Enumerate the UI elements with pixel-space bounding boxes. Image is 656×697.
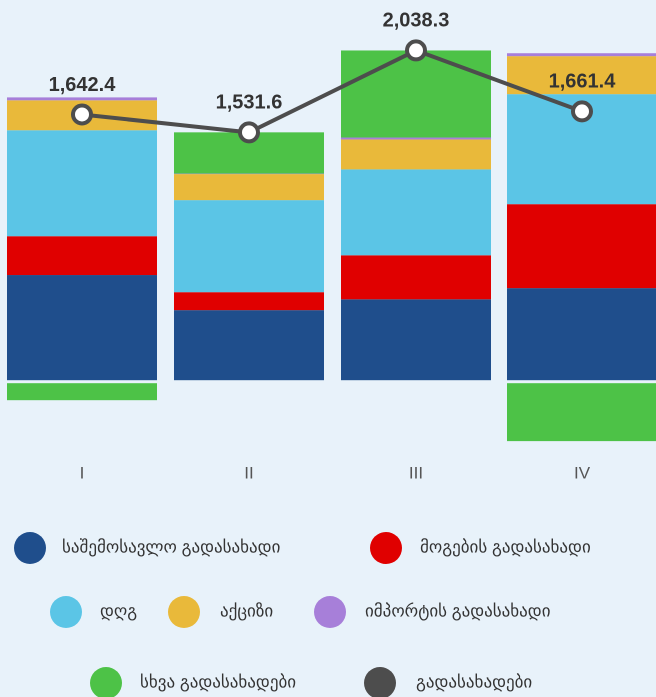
line	[81, 48, 583, 135]
x-tick-label: I	[80, 463, 85, 482]
legend-swatch	[14, 532, 46, 564]
bar-segment	[341, 137, 491, 140]
data-label: 1,661.4	[549, 71, 617, 93]
bar-segment	[507, 288, 656, 381]
bar-segment	[341, 169, 491, 256]
bar-segment	[7, 97, 157, 101]
legend-label: სხვა გადასახადები	[140, 672, 296, 692]
bar-segment	[174, 200, 324, 293]
legend-label: მოგების გადასახადი	[420, 537, 591, 557]
x-tick-label: III	[409, 463, 423, 482]
bar-segment	[174, 174, 324, 201]
bar-segment	[341, 299, 491, 381]
data-label: 2,038.3	[383, 10, 450, 32]
legend-swatch	[364, 667, 396, 697]
data-label: 1,642.4	[49, 74, 117, 96]
line-marker	[238, 121, 260, 144]
bar-segment	[174, 292, 324, 311]
bar-segment	[7, 383, 157, 401]
legend-label: გადასახადები	[416, 672, 532, 692]
legend-label: აქციზი	[220, 601, 273, 621]
bar-segment	[507, 204, 656, 289]
bar-segment	[507, 53, 656, 57]
bar-segment	[341, 139, 491, 170]
bar-segment	[7, 130, 157, 237]
legend-swatch	[370, 532, 402, 564]
line-marker	[571, 100, 593, 123]
legend-swatch	[50, 596, 82, 628]
bar-segment	[341, 50, 491, 138]
line-marker	[71, 103, 93, 126]
legend-label: საშემოსავლო გადასახადი	[62, 537, 280, 557]
x-tick-label: IV	[574, 463, 591, 482]
legend-swatch	[168, 596, 200, 628]
legend-swatch	[314, 596, 346, 628]
bar-segment	[174, 310, 324, 381]
legend-swatch	[90, 667, 122, 697]
bar-segment	[507, 383, 656, 442]
x-tick-label: II	[244, 463, 253, 482]
bar-segment	[341, 255, 491, 300]
bar-segment	[507, 56, 656, 95]
bar-segment	[7, 236, 157, 276]
line-marker	[405, 39, 427, 62]
data-label: 1,531.6	[216, 92, 283, 114]
bar-segment	[7, 275, 157, 381]
legend-label: იმპორტის გადასახადი	[365, 601, 551, 621]
legend-label: დღგ	[100, 601, 137, 620]
